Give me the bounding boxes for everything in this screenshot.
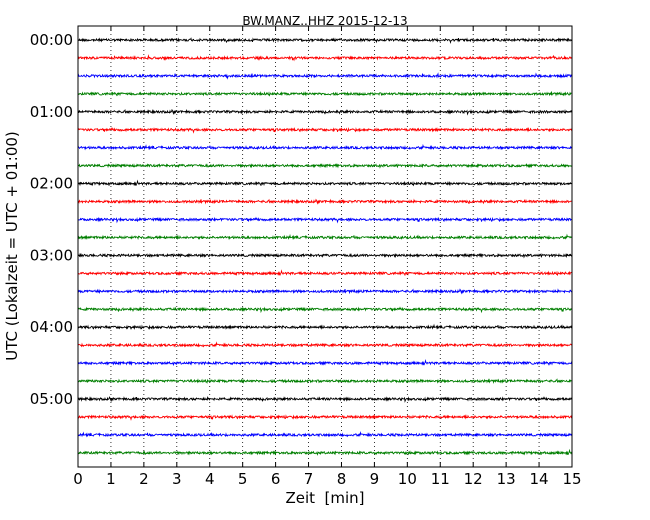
x-tick-label: 12 bbox=[464, 470, 483, 488]
trace-line bbox=[77, 358, 573, 367]
trace-line bbox=[77, 378, 573, 385]
trace-line bbox=[77, 216, 573, 224]
seismic-traces bbox=[77, 37, 573, 456]
trace-line bbox=[77, 72, 573, 80]
chart-title: BW.MANZ..HHZ 2015-12-13 bbox=[242, 14, 407, 28]
x-tick-label: 14 bbox=[530, 470, 549, 488]
trace-line bbox=[77, 37, 573, 44]
x-tick-label: 10 bbox=[398, 470, 417, 488]
x-tick-label: 6 bbox=[271, 470, 281, 488]
x-tick-label: 7 bbox=[304, 470, 314, 488]
trace-line bbox=[77, 431, 573, 438]
trace-line bbox=[77, 126, 573, 134]
x-tick-label: 3 bbox=[172, 470, 182, 488]
y-tick-label: 00:00 bbox=[30, 31, 73, 49]
trace-line bbox=[77, 198, 573, 205]
x-tick-label: 0 bbox=[73, 470, 83, 488]
x-tick-label: 11 bbox=[431, 470, 450, 488]
x-tick-label: 4 bbox=[205, 470, 215, 488]
x-axis-label: Zeit [min] bbox=[285, 489, 364, 507]
trace-line bbox=[77, 108, 573, 116]
x-tick-label: 5 bbox=[238, 470, 248, 488]
grid-lines bbox=[110, 26, 540, 467]
plot-frame bbox=[77, 25, 573, 468]
y-tick-label: 03:00 bbox=[30, 246, 73, 264]
trace-line bbox=[77, 179, 573, 187]
y-axis-label: UTC (Lokalzeit = UTC + 01:00) bbox=[3, 131, 21, 361]
x-axis-ticks: 0 1 2 3 4 5 6 7 8 9 10 11 12 13 14 15 bbox=[73, 26, 582, 488]
trace-line bbox=[77, 54, 573, 62]
x-tick-label: 2 bbox=[139, 470, 149, 488]
y-axis-ticks: 00:00 01:00 02:00 03:00 04:00 05:00 bbox=[30, 31, 572, 408]
trace-line bbox=[77, 269, 573, 277]
x-tick-label: 1 bbox=[106, 470, 116, 488]
trace-line bbox=[77, 323, 573, 330]
x-tick-label: 8 bbox=[337, 470, 347, 488]
trace-line bbox=[77, 91, 573, 97]
trace-line bbox=[77, 448, 573, 456]
trace-line bbox=[77, 341, 573, 348]
y-tick-label: 02:00 bbox=[30, 175, 73, 193]
y-tick-label: 01:00 bbox=[30, 103, 73, 121]
trace-line bbox=[77, 288, 573, 295]
trace-line bbox=[77, 163, 573, 169]
trace-line bbox=[77, 233, 573, 241]
x-tick-label: 9 bbox=[370, 470, 380, 488]
trace-line bbox=[77, 414, 573, 421]
trace-line bbox=[77, 395, 573, 403]
x-tick-label: 15 bbox=[562, 470, 581, 488]
y-tick-label: 04:00 bbox=[30, 318, 73, 336]
trace-line bbox=[77, 252, 573, 259]
trace-line bbox=[77, 306, 573, 314]
y-tick-label: 05:00 bbox=[30, 390, 73, 408]
trace-line bbox=[77, 143, 572, 151]
x-tick-label: 13 bbox=[497, 470, 516, 488]
